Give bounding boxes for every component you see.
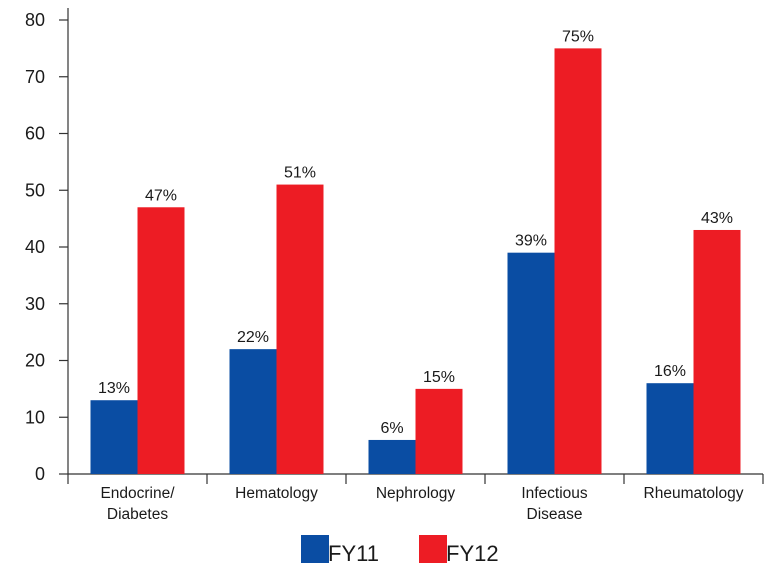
data-label: 13%	[98, 380, 130, 397]
y-tick-label: 50	[25, 180, 45, 200]
category-label-line: Disease	[527, 506, 583, 523]
legend-label-fy11: FY11	[328, 541, 379, 563]
y-tick-label: 40	[25, 237, 45, 257]
bar-fy12-2	[415, 388, 463, 474]
y-tick-label: 30	[25, 294, 45, 314]
category-label-line: Rheumatology	[644, 485, 744, 502]
bar-fy12-0	[137, 207, 185, 474]
legend-swatch-fy12	[419, 535, 447, 563]
category-label-line: Hematology	[235, 485, 318, 502]
bar-fy11-2	[368, 439, 416, 474]
category-label: Nephrology	[376, 485, 456, 502]
data-label: 15%	[423, 369, 455, 386]
category-label-line: Endocrine/	[100, 485, 175, 502]
data-label: 6%	[380, 420, 403, 437]
data-label: 39%	[515, 233, 547, 250]
bar-fy11-3	[507, 252, 555, 474]
category-label-line: Diabetes	[107, 506, 168, 523]
y-tick-label: 20	[25, 351, 45, 371]
bar-fy11-0	[90, 400, 138, 474]
bar-fy12-1	[276, 184, 324, 474]
bar-fy11-4	[646, 383, 694, 474]
category-label-line: Nephrology	[376, 485, 456, 502]
bar-fy11-1	[229, 349, 277, 474]
data-labels: 13% 22% 6% 39% 16% 47% 51% 15% 75% 43%	[98, 28, 733, 437]
data-label: 51%	[284, 165, 316, 182]
category-label-line: Infectious	[521, 485, 588, 502]
bar-fy12-4	[693, 229, 741, 474]
y-tick-label: 70	[25, 67, 45, 87]
data-label: 43%	[701, 210, 733, 227]
data-label: 16%	[654, 363, 686, 380]
data-label: 47%	[145, 187, 177, 204]
legend-label-fy12: FY12	[446, 541, 499, 563]
x-axis: Endocrine/Diabetes Hematology Nephrology In…	[67, 473, 764, 523]
legend-swatch-fy11	[301, 535, 329, 563]
data-label: 75%	[562, 28, 594, 45]
y-tick-label: 80	[25, 10, 45, 30]
bars	[90, 48, 741, 474]
category-label: Infectious Disease	[521, 485, 588, 523]
category-label: Hematology	[235, 485, 318, 502]
data-label: 22%	[237, 329, 269, 346]
category-label: Rheumatology	[644, 485, 744, 502]
y-tick-label: 10	[25, 407, 45, 427]
category-label: Endocrine/Diabetes	[100, 485, 175, 523]
bar-fy12-3	[554, 48, 602, 474]
y-tick-label: 0	[35, 464, 45, 484]
y-tick-label: 60	[25, 124, 45, 144]
legend: FY11 FY12	[301, 535, 499, 563]
y-axis: 0 10 20 30 40 50 60 70 80	[25, 8, 69, 484]
